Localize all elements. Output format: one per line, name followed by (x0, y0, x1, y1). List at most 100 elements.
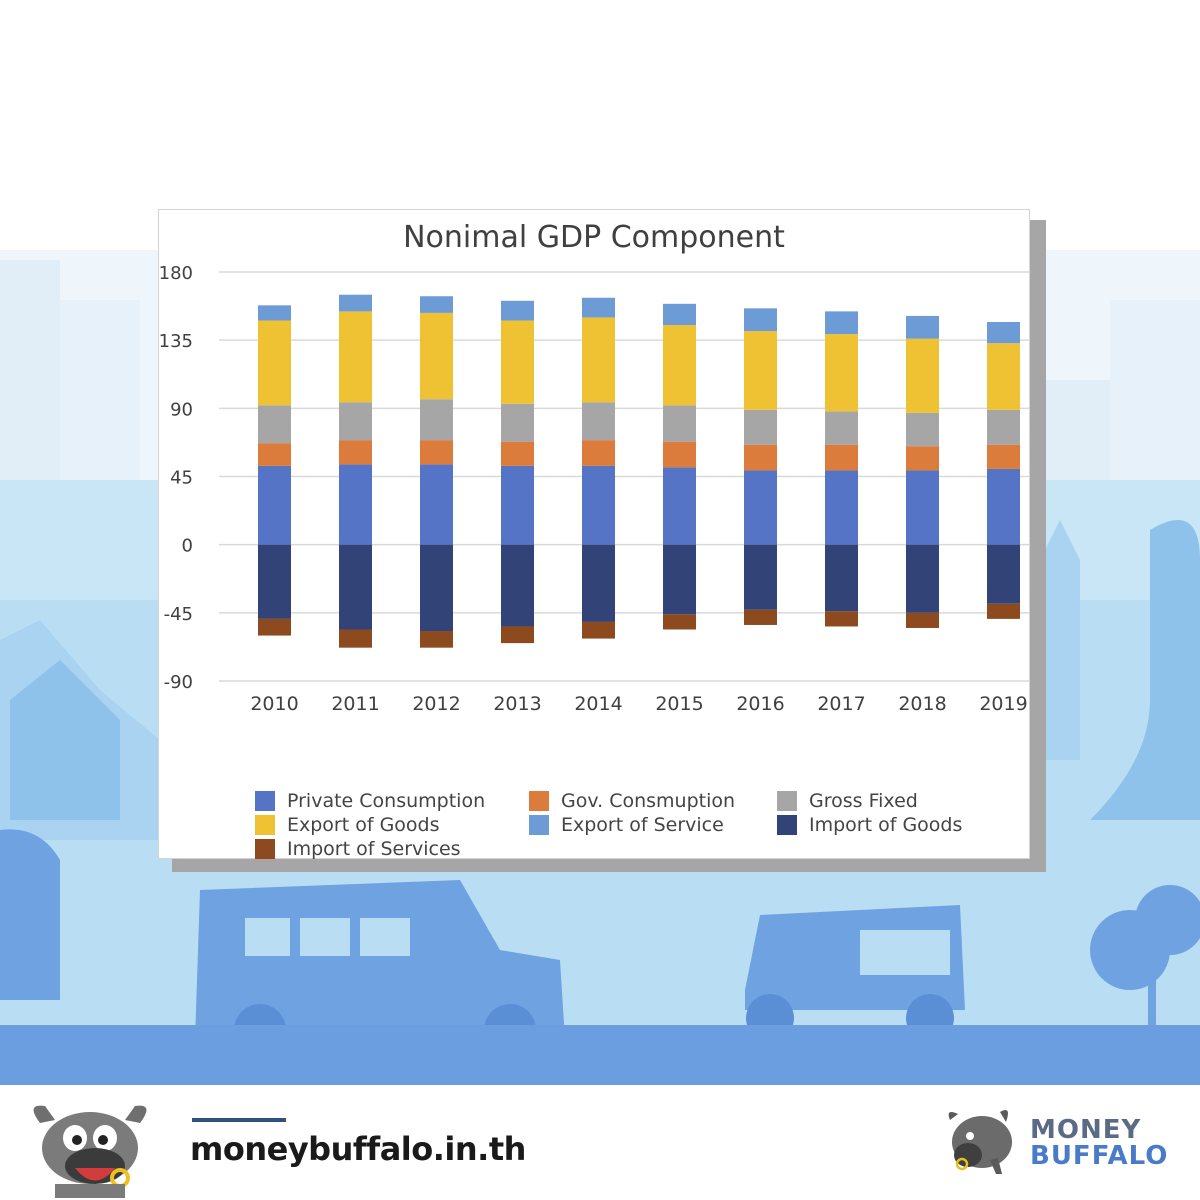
bar-segment (501, 403, 534, 442)
bar-segment (906, 412, 939, 447)
footer-divider (192, 1118, 286, 1122)
y-tick-label: -90 (164, 672, 193, 693)
bar-segment (501, 320, 534, 404)
bar-segment (663, 441, 696, 468)
x-tick-label: 2014 (574, 693, 622, 715)
bar-segment (987, 603, 1020, 619)
bar-segment (501, 544, 534, 627)
bar-segment (906, 338, 939, 413)
bar-segment (420, 464, 453, 545)
x-tick-label: 2015 (655, 693, 703, 715)
bar-segment (339, 464, 372, 545)
legend-item: Gov. Consmuption (529, 789, 777, 812)
stacked-bar-chart: 180 135 90 45 0 -45 -90 2010 2011 2012 2013 2014 201… (159, 263, 1029, 715)
legend-label: Export of Service (561, 813, 724, 836)
bar-segment (663, 303, 696, 326)
bar-segment (420, 544, 453, 632)
legend-label: Import of Goods (809, 813, 963, 836)
y-tick-label: 135 (159, 331, 193, 352)
bar-segment (825, 411, 858, 445)
bar-segment (501, 300, 534, 321)
bar-segment (258, 465, 291, 545)
x-tick-label: 2016 (736, 693, 784, 715)
bar-segment (906, 470, 939, 545)
legend-swatch (255, 790, 275, 811)
bar-segment (258, 320, 291, 406)
bar-segment (744, 409, 777, 445)
bar-segment (744, 544, 777, 610)
bar-segment (825, 544, 858, 612)
bar-segment (339, 629, 372, 648)
bar-segment (906, 446, 939, 471)
bar-segment (663, 325, 696, 406)
bar-segment (582, 402, 615, 441)
legend-item: Gross Fixed (777, 790, 1015, 812)
y-tick-label: 90 (170, 399, 193, 420)
bar-segment (906, 544, 939, 613)
chart-title: Nonimal GDP Component (403, 220, 785, 255)
bar-segment (825, 470, 858, 545)
bar-segment (582, 465, 615, 545)
bar-segment (663, 405, 696, 442)
legend-label: Gov. Consmuption (561, 789, 736, 812)
legend-label: Export of Goods (287, 813, 440, 836)
bar-segment (339, 440, 372, 465)
y-tick-label: 45 (170, 468, 193, 489)
buffalo-mascot-icon (33, 1105, 147, 1198)
legend-label: Import of Services (287, 837, 461, 860)
bar-segment (744, 609, 777, 625)
bar-segment (420, 440, 453, 465)
bar-segment (744, 444, 777, 471)
bar-segment (987, 409, 1020, 445)
bar-segment (582, 317, 615, 403)
bar-segment (258, 618, 291, 636)
bar-segment (258, 443, 291, 466)
bar-segment (825, 611, 858, 627)
x-tick-label: 2011 (331, 693, 379, 715)
bar-segment (582, 544, 615, 622)
bar-segment (582, 621, 615, 639)
footer-website-link[interactable]: moneybuffalo.in.th (190, 1130, 526, 1168)
bar-segment (501, 441, 534, 466)
bar-segment (744, 308, 777, 332)
x-tick-label: 2018 (898, 693, 946, 715)
buffalo-logo-icon (948, 1109, 1012, 1174)
legend-swatch (777, 814, 797, 835)
bar-segment (987, 444, 1020, 469)
brand-wordmark: MONEY BUFFALO (1030, 1117, 1168, 1169)
x-tick-label: 2017 (817, 693, 865, 715)
bar-segment (501, 626, 534, 644)
bar-segment (501, 465, 534, 545)
bar-segment (339, 294, 372, 312)
legend-swatch (777, 790, 797, 811)
bar-segment (420, 296, 453, 313)
brand-line-money: MONEY (1030, 1115, 1142, 1145)
bar-segment (339, 402, 372, 441)
bar-segment (825, 311, 858, 335)
legend-item: Export of Service (529, 813, 777, 836)
legend-item: Import of Services (255, 837, 529, 860)
bar-segment (987, 544, 1020, 604)
bar-segment (987, 321, 1020, 344)
bar-segment (825, 334, 858, 412)
bar-segment (987, 468, 1020, 545)
bar-segment (582, 440, 615, 466)
y-tick-label: 0 (182, 536, 193, 557)
legend-item: Private Consumption (255, 789, 529, 812)
bar-segment (906, 612, 939, 628)
legend-item: Export of Goods (255, 813, 529, 836)
bar-segment (906, 315, 939, 339)
legend-label: Private Consumption (287, 789, 486, 812)
bar-segment (339, 544, 372, 630)
legend-swatch (529, 814, 549, 835)
x-tick-label: 2013 (493, 693, 541, 715)
bar-segment (258, 544, 291, 619)
legend-swatch (529, 790, 549, 811)
legend-item: Import of Goods (777, 813, 1015, 836)
bar-segment (258, 405, 291, 444)
bar-segment (744, 331, 777, 410)
bar-segment (339, 311, 372, 403)
bar-segment (825, 444, 858, 471)
bar-segment (663, 614, 696, 630)
chart-panel: 180 135 90 45 0 -45 -90 2010 2011 2012 2013 2014 201… (158, 209, 1030, 860)
